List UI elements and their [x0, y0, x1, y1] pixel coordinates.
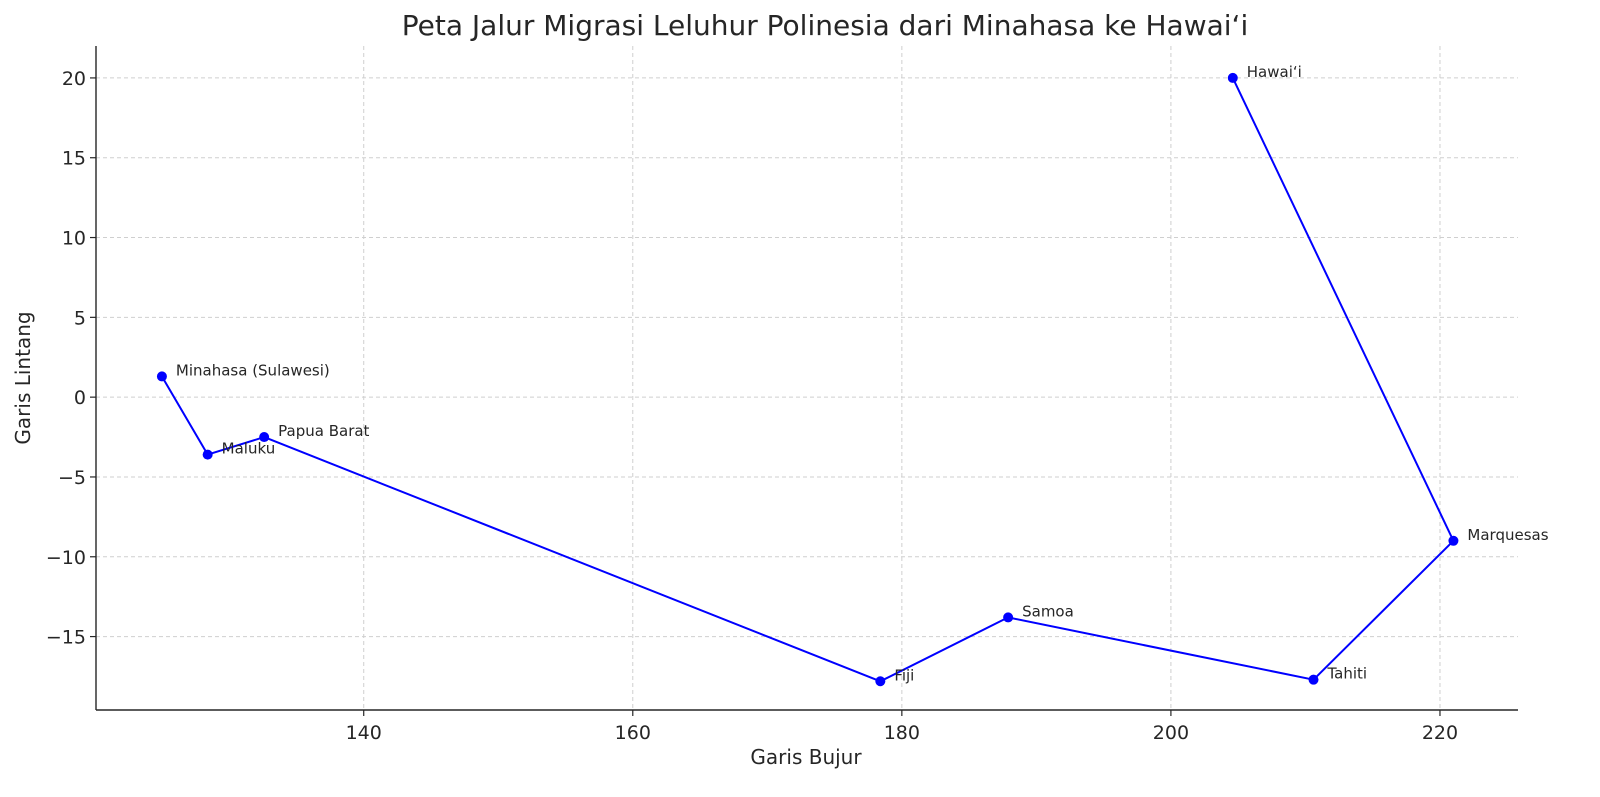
- series-layer: [156, 72, 1459, 687]
- grid: [96, 46, 1518, 710]
- x-tick-label: 220: [1422, 722, 1458, 744]
- data-point: [156, 371, 167, 382]
- y-tick-label: −15: [46, 627, 86, 649]
- x-tick-label: 160: [615, 722, 651, 744]
- data-point: [1448, 535, 1459, 546]
- y-tick-label: 0: [74, 387, 86, 409]
- axes: 140 160 180 200 220 20 15 10 5 0 −5 −10 −15: [46, 46, 1518, 744]
- x-axis-label: Garis Bujur: [750, 745, 862, 769]
- x-tick-label: 200: [1153, 722, 1189, 744]
- point-label: Samoa: [1022, 602, 1074, 620]
- point-label: Fiji: [894, 666, 914, 684]
- point-label: Papua Barat: [278, 422, 369, 440]
- y-tick-label: −5: [58, 467, 86, 489]
- data-point: [1003, 612, 1014, 623]
- series-line: [161, 77, 1455, 683]
- y-tick-label: 15: [62, 148, 86, 170]
- data-point: [875, 676, 886, 687]
- x-tick-label: 180: [884, 722, 920, 744]
- point-label: Hawai‘i: [1247, 63, 1302, 81]
- point-label: Tahiti: [1327, 665, 1368, 683]
- y-tick-label: 20: [62, 68, 86, 90]
- chart-title: Peta Jalur Migrasi Leluhur Polinesia dar…: [402, 9, 1248, 42]
- y-tick-label: 10: [62, 228, 86, 250]
- data-point: [1308, 674, 1319, 685]
- data-point: [202, 449, 213, 460]
- point-label: Minahasa (Sulawesi): [176, 361, 330, 379]
- y-tick-label: −10: [46, 547, 86, 569]
- x-tick-label: 140: [346, 722, 382, 744]
- point-label: Marquesas: [1467, 526, 1548, 544]
- y-axis-label: Garis Lintang: [11, 311, 35, 444]
- data-point: [1227, 72, 1238, 83]
- y-tick-label: 5: [74, 307, 86, 329]
- data-point: [259, 432, 270, 443]
- point-label: Maluku: [222, 440, 276, 458]
